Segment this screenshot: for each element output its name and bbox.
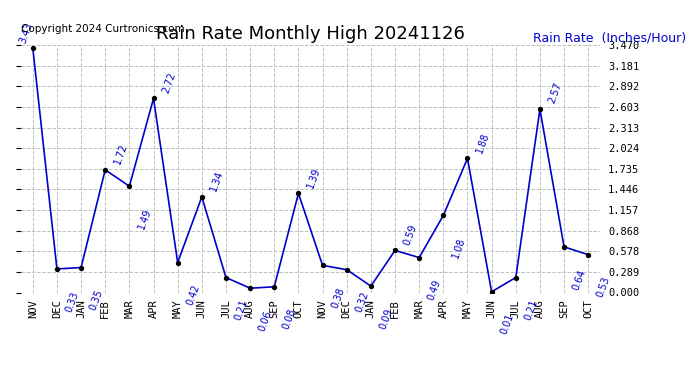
Text: 0.32: 0.32 bbox=[354, 291, 371, 314]
Text: 1.49: 1.49 bbox=[137, 207, 153, 231]
Point bbox=[389, 248, 400, 254]
Text: 0.38: 0.38 bbox=[330, 286, 346, 310]
Point bbox=[124, 183, 135, 189]
Point bbox=[99, 167, 110, 173]
Point bbox=[172, 260, 183, 266]
Text: 0.64: 0.64 bbox=[571, 268, 588, 291]
Text: 2.72: 2.72 bbox=[161, 70, 177, 94]
Point bbox=[365, 283, 376, 289]
Point bbox=[196, 194, 207, 200]
Text: 0.33: 0.33 bbox=[64, 290, 81, 313]
Text: 1.39: 1.39 bbox=[306, 166, 322, 189]
Text: 1.34: 1.34 bbox=[209, 169, 226, 193]
Text: Copyright 2024 Curtronics.com: Copyright 2024 Curtronics.com bbox=[21, 24, 184, 34]
Text: 0.09: 0.09 bbox=[378, 307, 395, 330]
Point bbox=[413, 255, 424, 261]
Text: 0.01: 0.01 bbox=[499, 313, 515, 336]
Point bbox=[317, 262, 328, 268]
Point bbox=[51, 266, 62, 272]
Point bbox=[462, 155, 473, 161]
Text: 1.08: 1.08 bbox=[451, 236, 467, 260]
Text: 0.59: 0.59 bbox=[402, 223, 419, 246]
Text: 2.57: 2.57 bbox=[547, 81, 564, 105]
Point bbox=[558, 244, 569, 250]
Point bbox=[244, 285, 255, 291]
Text: 0.42: 0.42 bbox=[185, 284, 201, 307]
Point bbox=[293, 190, 304, 196]
Point bbox=[268, 284, 279, 290]
Point bbox=[510, 274, 521, 280]
Point bbox=[341, 267, 352, 273]
Text: 3.43: 3.43 bbox=[17, 22, 34, 45]
Text: 0.06: 0.06 bbox=[257, 309, 274, 333]
Text: 1.88: 1.88 bbox=[475, 131, 491, 154]
Point bbox=[75, 264, 86, 270]
Text: Rain Rate  (Inches/Hour): Rain Rate (Inches/Hour) bbox=[533, 32, 687, 45]
Point bbox=[220, 274, 231, 280]
Point bbox=[534, 106, 545, 112]
Text: 0.21: 0.21 bbox=[523, 298, 540, 322]
Text: 0.35: 0.35 bbox=[88, 288, 105, 312]
Text: 0.53: 0.53 bbox=[595, 276, 612, 299]
Text: 0.08: 0.08 bbox=[282, 308, 298, 331]
Text: 1.72: 1.72 bbox=[112, 142, 129, 166]
Point bbox=[28, 45, 39, 51]
Text: 0.21: 0.21 bbox=[233, 298, 250, 322]
Point bbox=[486, 289, 497, 295]
Text: 0.49: 0.49 bbox=[426, 278, 443, 302]
Point bbox=[437, 213, 448, 219]
Point bbox=[148, 96, 159, 102]
Title: Rain Rate Monthly High 20241126: Rain Rate Monthly High 20241126 bbox=[156, 26, 465, 44]
Point bbox=[582, 252, 593, 258]
